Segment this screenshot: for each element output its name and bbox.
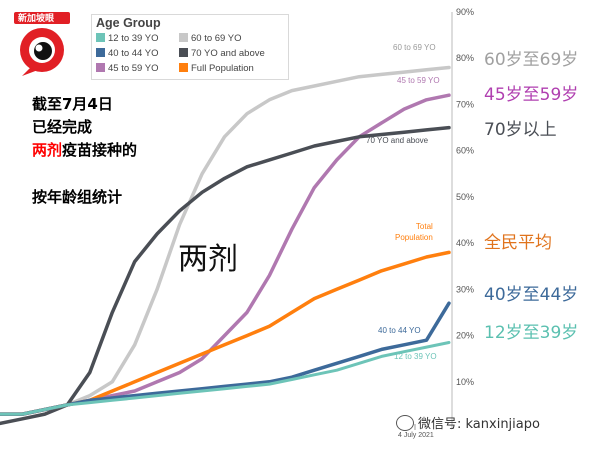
- side-label-full: 全民平均: [484, 233, 552, 253]
- y-tick-label: 10%: [456, 377, 474, 387]
- y-tick-label: 90%: [456, 7, 474, 17]
- legend-swatch-icon: [96, 63, 105, 72]
- series-line-g12-39: [0, 341, 451, 416]
- center-label: 两剂: [178, 242, 238, 277]
- site-logo: 新加坡眼: [12, 12, 74, 76]
- caption-line-1: 截至7月4日: [32, 95, 113, 113]
- series-line-g40-44: [0, 301, 451, 416]
- wechat-watermark: 微信号: kanxinjiapo: [396, 413, 540, 432]
- note-full-population: Total Population: [395, 222, 433, 242]
- chart-legend: Age Group 12 to 39 YO 60 to 69 YO 40 to …: [91, 14, 289, 80]
- caption-line-3-rest: 疫苗接种的: [62, 141, 138, 159]
- logo-badge-icon: [14, 12, 70, 76]
- y-tick-label: 30%: [456, 284, 474, 294]
- legend-swatch-icon: [179, 48, 188, 57]
- note-45-59: 45 to 59 YO: [397, 76, 440, 85]
- legend-item-60-69: 60 to 69 YO: [179, 33, 242, 44]
- y-tick-label: 70%: [456, 99, 474, 109]
- side-label-70-above: 70岁以上: [484, 120, 557, 140]
- note-40-44: 40 to 44 YO: [378, 326, 421, 335]
- legend-item-40-44: 40 to 44 YO: [96, 48, 159, 59]
- y-tick-label: 50%: [456, 192, 474, 202]
- caption-line-3: 两剂疫苗接种的: [32, 139, 137, 160]
- y-tick-label: 20%: [456, 331, 474, 341]
- y-tick-label: 40%: [456, 238, 474, 248]
- legend-title: Age Group: [96, 16, 161, 30]
- side-label-40-44: 40岁至44岁: [484, 285, 579, 305]
- logo-text: 新加坡眼: [18, 14, 55, 24]
- legend-swatch-icon: [179, 33, 188, 42]
- legend-item-full-population: Full Population: [179, 63, 254, 74]
- wechat-icon: [396, 415, 414, 431]
- side-label-12-39: 12岁至39岁: [484, 323, 579, 343]
- caption-line-4: 按年龄组统计: [32, 188, 123, 206]
- legend-swatch-icon: [179, 63, 188, 72]
- legend-swatch-icon: [96, 33, 105, 42]
- note-70-above: 70 YO and above: [366, 136, 429, 145]
- caption-highlight: 两剂: [32, 141, 63, 159]
- series-line-g70: [0, 125, 451, 426]
- legend-item-70-above: 70 YO and above: [179, 48, 265, 59]
- x-tick-label: 4 July 2021: [398, 432, 434, 439]
- legend-item-12-39: 12 to 39 YO: [96, 33, 159, 44]
- note-12-39: 12 to 39 YO: [394, 352, 437, 361]
- legend-item-45-59: 45 to 59 YO: [96, 63, 159, 74]
- side-label-60-69: 60岁至69岁: [484, 50, 579, 70]
- legend-swatch-icon: [96, 48, 105, 57]
- chart-grid: 10% 20% 30% 40% 50% 60% 70% 80% 90%: [414, 7, 474, 430]
- chart-series: [0, 65, 451, 426]
- note-60-69: 60 to 69 YO: [393, 43, 436, 52]
- y-tick-label: 60%: [456, 146, 474, 156]
- caption-line-2: 已经完成: [32, 118, 93, 136]
- y-tick-label: 80%: [456, 53, 474, 63]
- side-label-45-59: 45岁至59岁: [484, 85, 579, 105]
